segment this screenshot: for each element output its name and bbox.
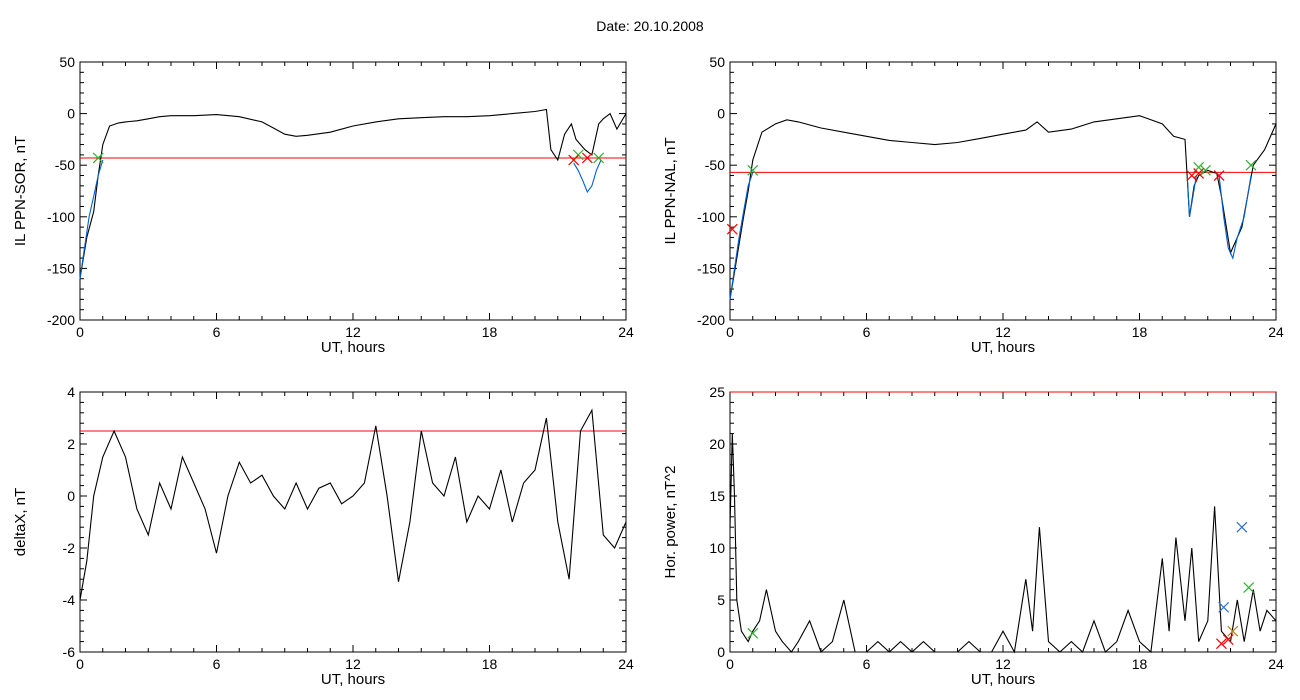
x-axis-label: UT, hours: [321, 339, 385, 356]
x-tick-label: 6: [863, 324, 871, 340]
x-tick-label: 6: [863, 656, 871, 672]
x-tick-label: 0: [726, 324, 734, 340]
y-tick-label: 10: [709, 540, 725, 556]
y-tick-label: -150: [47, 260, 75, 276]
y-axis-label: IL PPN-SOR, nT: [12, 136, 29, 246]
x-tick-label: 12: [345, 656, 361, 672]
x-tick-label: 24: [618, 324, 634, 340]
x-tick-label: 18: [482, 324, 498, 340]
x-tick-label: 6: [213, 324, 221, 340]
y-tick-label: -200: [697, 312, 725, 328]
series-line-3: [1186, 175, 1197, 217]
y-tick-label: -2: [63, 540, 76, 556]
y-tick-label: 2: [67, 436, 75, 452]
y-tick-label: -100: [47, 209, 75, 225]
y-axis-label: Hor. power, nT^2: [662, 466, 679, 579]
y-tick-label: -100: [697, 209, 725, 225]
cross-marker: [581, 152, 593, 164]
y-tick-label: 0: [67, 488, 75, 504]
y-tick-label: -50: [705, 157, 725, 173]
x-tick-label: 24: [1268, 656, 1284, 672]
x-axis-label: UT, hours: [971, 671, 1035, 688]
y-tick-label: 5: [717, 592, 725, 608]
x-tick-label: 24: [618, 656, 634, 672]
y-tick-label: -6: [63, 644, 76, 660]
y-tick-label: -4: [63, 592, 76, 608]
cross-marker: [747, 164, 759, 176]
y-tick-label: 0: [717, 644, 725, 660]
cross-marker: [593, 152, 605, 164]
series-line-1: [729, 115, 1277, 300]
x-tick-label: 12: [995, 656, 1011, 672]
y-tick-label: 50: [709, 54, 725, 70]
y-axis-label: deltaX, nT: [12, 488, 29, 556]
chart-panel-4: 0 6 12 18 24 25 20 15 10 5 0 UT, hours Hor. power, n…: [662, 384, 1284, 688]
series-line-1: [79, 108, 627, 279]
x-axis-label: UT, hours: [971, 339, 1035, 356]
cross-marker: [1213, 170, 1225, 181]
chart-panel-3: 0 6 12 18 24 4 2 0 -2 -4 -6 UT, hours deltaX, nT: [12, 384, 634, 688]
cross-marker: [1245, 159, 1257, 171]
x-axis-label: UT, hours: [321, 671, 385, 688]
cross-marker: [1186, 170, 1198, 181]
y-tick-label: 0: [67, 106, 75, 122]
date-title: Date: 20.10.2008: [596, 18, 704, 34]
series-line-1: [79, 408, 627, 601]
cross-marker: [1193, 168, 1205, 179]
series-line-2: [79, 159, 104, 279]
cross-marker: [1243, 582, 1255, 593]
y-tick-label: 50: [59, 54, 75, 70]
chart-panel-1: 0 6 12 18 24 50 0 -50 -100 -150 -200 UT, hours IL PP…: [12, 54, 634, 356]
y-tick-label: 20: [709, 436, 725, 452]
y-tick-label: 15: [709, 488, 725, 504]
series-line-1: [729, 433, 1277, 654]
x-tick-label: 6: [213, 656, 221, 672]
cross-marker: [1200, 164, 1211, 176]
cross-marker: [1227, 625, 1239, 637]
x-tick-label: 18: [482, 656, 498, 672]
cross-marker: [92, 152, 104, 164]
x-tick-label: 24: [1268, 324, 1284, 340]
cross-marker: [1215, 638, 1227, 650]
y-tick-label: 25: [709, 384, 725, 400]
cross-marker: [1218, 601, 1230, 613]
y-tick-label: -200: [47, 312, 75, 328]
cross-marker: [568, 154, 580, 166]
x-tick-label: 18: [1132, 324, 1148, 340]
x-tick-label: 18: [1132, 656, 1148, 672]
x-tick-label: 0: [76, 324, 84, 340]
series-line-3: [573, 159, 602, 194]
plot-frame: [729, 391, 1277, 653]
x-tick-label: 0: [76, 656, 84, 672]
x-tick-label: 12: [995, 324, 1011, 340]
cross-marker: [1236, 521, 1248, 533]
cross-marker: [747, 627, 759, 639]
series-line-2: [729, 172, 754, 300]
y-tick-label: -150: [697, 260, 725, 276]
y-axis-label: IL PPN-NAL, nT: [662, 138, 679, 245]
cross-marker: [1222, 634, 1234, 645]
plot-frame: [79, 61, 627, 321]
series-line-4: [1218, 175, 1252, 260]
x-tick-label: 12: [345, 324, 361, 340]
x-tick-label: 0: [726, 656, 734, 672]
cross-marker: [726, 223, 738, 235]
y-tick-label: 4: [67, 384, 75, 400]
chart-panel-2: 0 6 12 18 24 50 0 -50 -100 -150 -200 UT, hours IL PP…: [662, 54, 1284, 356]
y-tick-label: -50: [55, 157, 75, 173]
y-tick-label: 0: [717, 106, 725, 122]
